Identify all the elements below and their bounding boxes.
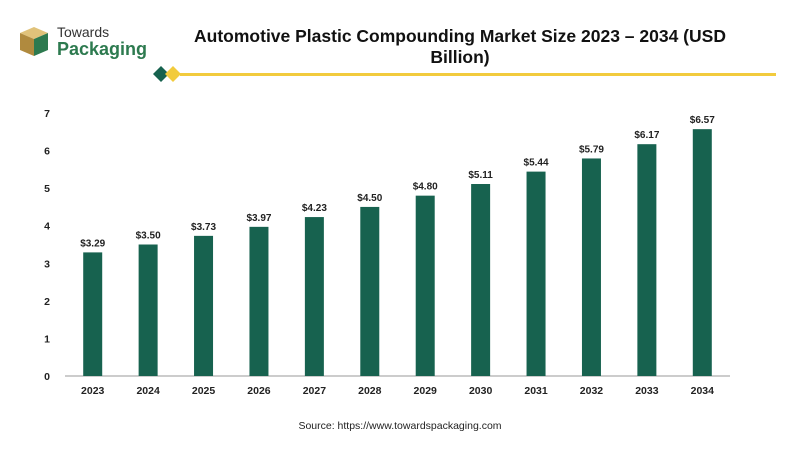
- x-tick-label-2029: 2029: [414, 385, 438, 397]
- data-label-2029: $4.80: [413, 182, 438, 193]
- data-label-2027: $4.23: [302, 203, 327, 214]
- brand-name-line1: Towards: [57, 24, 110, 40]
- brand-name-line2: Packaging: [57, 39, 148, 59]
- x-tick-label-2034: 2034: [691, 385, 715, 397]
- y-tick-label: 5: [44, 183, 50, 195]
- y-tick-label: 3: [44, 258, 50, 270]
- data-label-2031: $5.44: [524, 158, 549, 169]
- bars-group: $3.29 2023 $3.50 2024 $3.73 2025 $3.97 2026 $4.2…: [80, 115, 715, 397]
- bar-2024: [138, 244, 158, 376]
- y-tick-label: 0: [44, 371, 50, 383]
- title-divider: [153, 66, 776, 82]
- chart-title: Automotive Plastic Compounding Market Si…: [194, 26, 726, 67]
- x-tick-label-2028: 2028: [358, 385, 382, 397]
- bar-2027: [304, 217, 324, 376]
- bar-2030: [471, 184, 491, 376]
- data-label-2030: $5.11: [468, 170, 493, 181]
- x-tick-label-2033: 2033: [635, 385, 659, 397]
- y-tick-label: 1: [44, 333, 50, 345]
- y-axis-ticks: 0 1 2 3 4 5 6 7: [44, 108, 50, 383]
- data-label-2033: $6.17: [634, 130, 659, 141]
- divider-diamond-icon: [153, 66, 169, 82]
- bar-2032: [581, 158, 601, 376]
- divider-diamond-accent-icon: [165, 66, 181, 82]
- x-tick-label-2027: 2027: [303, 385, 327, 397]
- data-label-2025: $3.73: [191, 222, 216, 233]
- x-tick-label-2032: 2032: [580, 385, 604, 397]
- brand-logo: Towards Packaging: [16, 23, 156, 63]
- y-tick-label: 6: [44, 146, 50, 158]
- y-tick-label: 4: [44, 221, 50, 233]
- x-tick-label-2030: 2030: [469, 385, 493, 397]
- bar-2028: [360, 206, 380, 376]
- bar-2029: [415, 195, 435, 376]
- x-tick-label-2024: 2024: [136, 385, 160, 397]
- y-tick-label: 2: [44, 296, 50, 308]
- bar-2025: [194, 235, 214, 376]
- x-tick-label-2026: 2026: [247, 385, 271, 397]
- data-label-2028: $4.50: [357, 193, 382, 204]
- data-label-2034: $6.57: [690, 115, 715, 126]
- x-tick-label-2023: 2023: [81, 385, 105, 397]
- bar-2033: [637, 144, 657, 376]
- data-label-2024: $3.50: [136, 231, 161, 242]
- bar-chart: 0 1 2 3 4 5 6 7 $3.29 2023 $3.50 2024 $3.73 2025 $3.9…: [44, 108, 730, 397]
- divider-line: [180, 73, 776, 76]
- box-logo-icon: [20, 27, 48, 56]
- x-tick-label-2031: 2031: [524, 385, 548, 397]
- bar-2031: [526, 171, 546, 376]
- data-label-2023: $3.29: [80, 238, 105, 249]
- y-tick-label: 7: [44, 108, 50, 120]
- x-tick-label-2025: 2025: [192, 385, 216, 397]
- source-text: Source: https://www.towardspackaging.com: [298, 420, 502, 432]
- bar-2034: [692, 129, 712, 376]
- data-label-2026: $3.97: [246, 213, 271, 224]
- bar-2023: [83, 252, 103, 376]
- bar-2026: [249, 226, 269, 376]
- data-label-2032: $5.79: [579, 144, 604, 155]
